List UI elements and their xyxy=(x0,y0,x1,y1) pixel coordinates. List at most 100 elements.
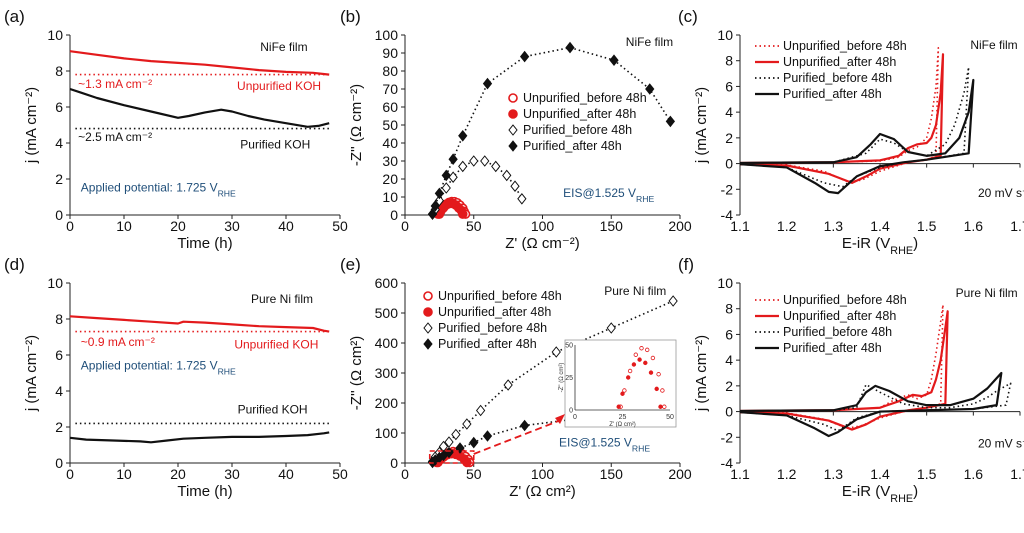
legend-marker xyxy=(508,124,518,136)
y-tick-label: 0 xyxy=(55,455,63,471)
data-point xyxy=(609,54,619,67)
plot-area-d xyxy=(69,315,330,444)
panel-label-f: (f) xyxy=(678,255,694,274)
annotation-eis-1-525-v-rhe: EIS@1.525 VRHE xyxy=(559,436,650,454)
x-tick-label: 0 xyxy=(66,218,74,234)
legend-label: Purified_after 48h xyxy=(783,341,882,355)
legend-label: Purified_after 48h xyxy=(438,337,537,351)
y-tick-label: 100 xyxy=(375,425,399,441)
y-tick-label: -4 xyxy=(721,455,734,471)
panel-b: (b)0 50 100 150 2000102030405060708090100Z' … xyxy=(340,7,692,252)
series-line xyxy=(739,66,970,188)
data-point xyxy=(457,209,468,219)
annotation-pure-ni-film: Pure Ni film xyxy=(956,286,1018,300)
legend-item-purified-before-48h: Purified_before 48h xyxy=(423,321,547,335)
annotation-pure-ni-film: Pure Ni film xyxy=(604,284,666,298)
data-point xyxy=(503,379,513,391)
panel-label-a: (a) xyxy=(4,7,25,26)
x-tick-label: 50 xyxy=(466,466,482,482)
series-purified-after-48h xyxy=(739,371,1003,438)
legend-label: Purified_before 48h xyxy=(783,71,892,85)
x-tick-label: 100 xyxy=(531,466,555,482)
x-tick-label: 50 xyxy=(332,218,348,234)
legend-label: Unpurified_after 48h xyxy=(438,305,551,319)
y-tick-label: 0 xyxy=(390,207,398,223)
inset-data-point xyxy=(645,347,650,353)
inset-data-point xyxy=(637,357,642,362)
x-tick-label: 1.4 xyxy=(870,466,890,482)
data-point xyxy=(645,83,655,95)
x-tick-label: 1.3 xyxy=(824,466,844,482)
annotation-nife-film: NiFe film xyxy=(970,38,1017,52)
y-tick-label: 6 xyxy=(55,99,63,115)
y-tick-label: 6 xyxy=(55,347,63,363)
legend-label: Purified_before 48h xyxy=(783,325,892,339)
zoom-box xyxy=(428,450,475,464)
inset-e: 0 25 50 0 25 50 -Z'' (Ω cm²) Z' (Ω cm²) xyxy=(428,339,677,464)
inset-y-axis-label: -Z'' (Ω cm²) xyxy=(559,363,565,393)
x-tick-label: 40 xyxy=(278,218,294,234)
legend-item-unpurified-after-48h: Unpurified_after 48h xyxy=(755,55,896,69)
panel-label-d: (d) xyxy=(4,255,25,274)
inset-data-point xyxy=(643,360,648,366)
legend-label: Unpurified_before 48h xyxy=(783,39,907,53)
x-tick-label: 1.4 xyxy=(870,218,890,234)
y-tick-label: 10 xyxy=(382,189,398,205)
series-unpurified-before-48h xyxy=(739,47,940,183)
y-tick-label: 0 xyxy=(725,404,733,420)
y-tick-label: 100 xyxy=(375,27,399,43)
data-point xyxy=(469,155,479,167)
y-tick-label: 6 xyxy=(725,326,733,342)
legend-label: Unpurified_after 48h xyxy=(783,55,896,69)
x-tick-label: 0 xyxy=(66,466,74,482)
data-point xyxy=(448,171,458,184)
data-point xyxy=(441,169,451,182)
y-tick-label: 10 xyxy=(47,27,63,43)
legend-marker xyxy=(423,307,433,317)
x-tick-label: 20 xyxy=(170,218,186,234)
data-point xyxy=(668,295,678,307)
inset-y-tick-label: 0 xyxy=(569,408,573,415)
x-axis-label-b: Z' (Ω cm⁻²) xyxy=(505,235,579,252)
data-point xyxy=(519,419,530,432)
annotation-20-mv-s: 20 mV s⁻¹ xyxy=(978,437,1024,451)
zoom-arrow-head xyxy=(555,414,565,424)
inset-data-point xyxy=(654,386,659,392)
legend-label: Unpurified_after 48h xyxy=(783,309,896,323)
zoom-arrow xyxy=(473,419,562,455)
legend-item-purified-after-48h: Purified_after 48h xyxy=(755,341,882,355)
series-line xyxy=(739,310,949,431)
legend-marker xyxy=(423,338,433,350)
panel-label-b: (b) xyxy=(340,7,361,26)
x-tick-label: 10 xyxy=(116,466,132,482)
series-unpurified-after-48h xyxy=(433,198,468,219)
annotation-unpurified-koh: Unpurified KOH xyxy=(237,79,321,93)
inset-data-point xyxy=(616,404,621,409)
annotation-20-mv-s: 20 mV s⁻¹ xyxy=(978,186,1024,200)
data-point xyxy=(458,160,468,173)
inset-data-point xyxy=(626,375,631,380)
x-tick-label: 30 xyxy=(224,218,240,234)
y-tick-label: 0 xyxy=(390,455,398,471)
y-tick-label: 8 xyxy=(725,53,733,69)
y-axis-label-f: j (mA cm⁻²) xyxy=(693,335,710,412)
series-unpurified-before-48h xyxy=(739,304,944,430)
y-tick-label: -2 xyxy=(721,181,734,197)
x-tick-label: 1.1 xyxy=(730,466,750,482)
x-tick-label: 1.5 xyxy=(917,218,937,234)
legend-label: Unpurified_before 48h xyxy=(523,91,647,105)
y-tick-label: 20 xyxy=(382,171,398,187)
data-point xyxy=(469,436,479,449)
legend-label: Unpurified_before 48h xyxy=(783,293,907,307)
x-tick-label: 1.2 xyxy=(777,466,797,482)
x-tick-label: 200 xyxy=(668,218,692,234)
series-unpurified-koh xyxy=(69,315,330,333)
x-tick-label: 1.2 xyxy=(777,218,797,234)
legend-marker xyxy=(423,322,433,334)
x-tick-label: 40 xyxy=(278,466,294,482)
y-tick-label: 8 xyxy=(725,301,733,317)
data-point xyxy=(430,200,440,212)
annotation-purified-koh: Purified KOH xyxy=(238,403,308,417)
